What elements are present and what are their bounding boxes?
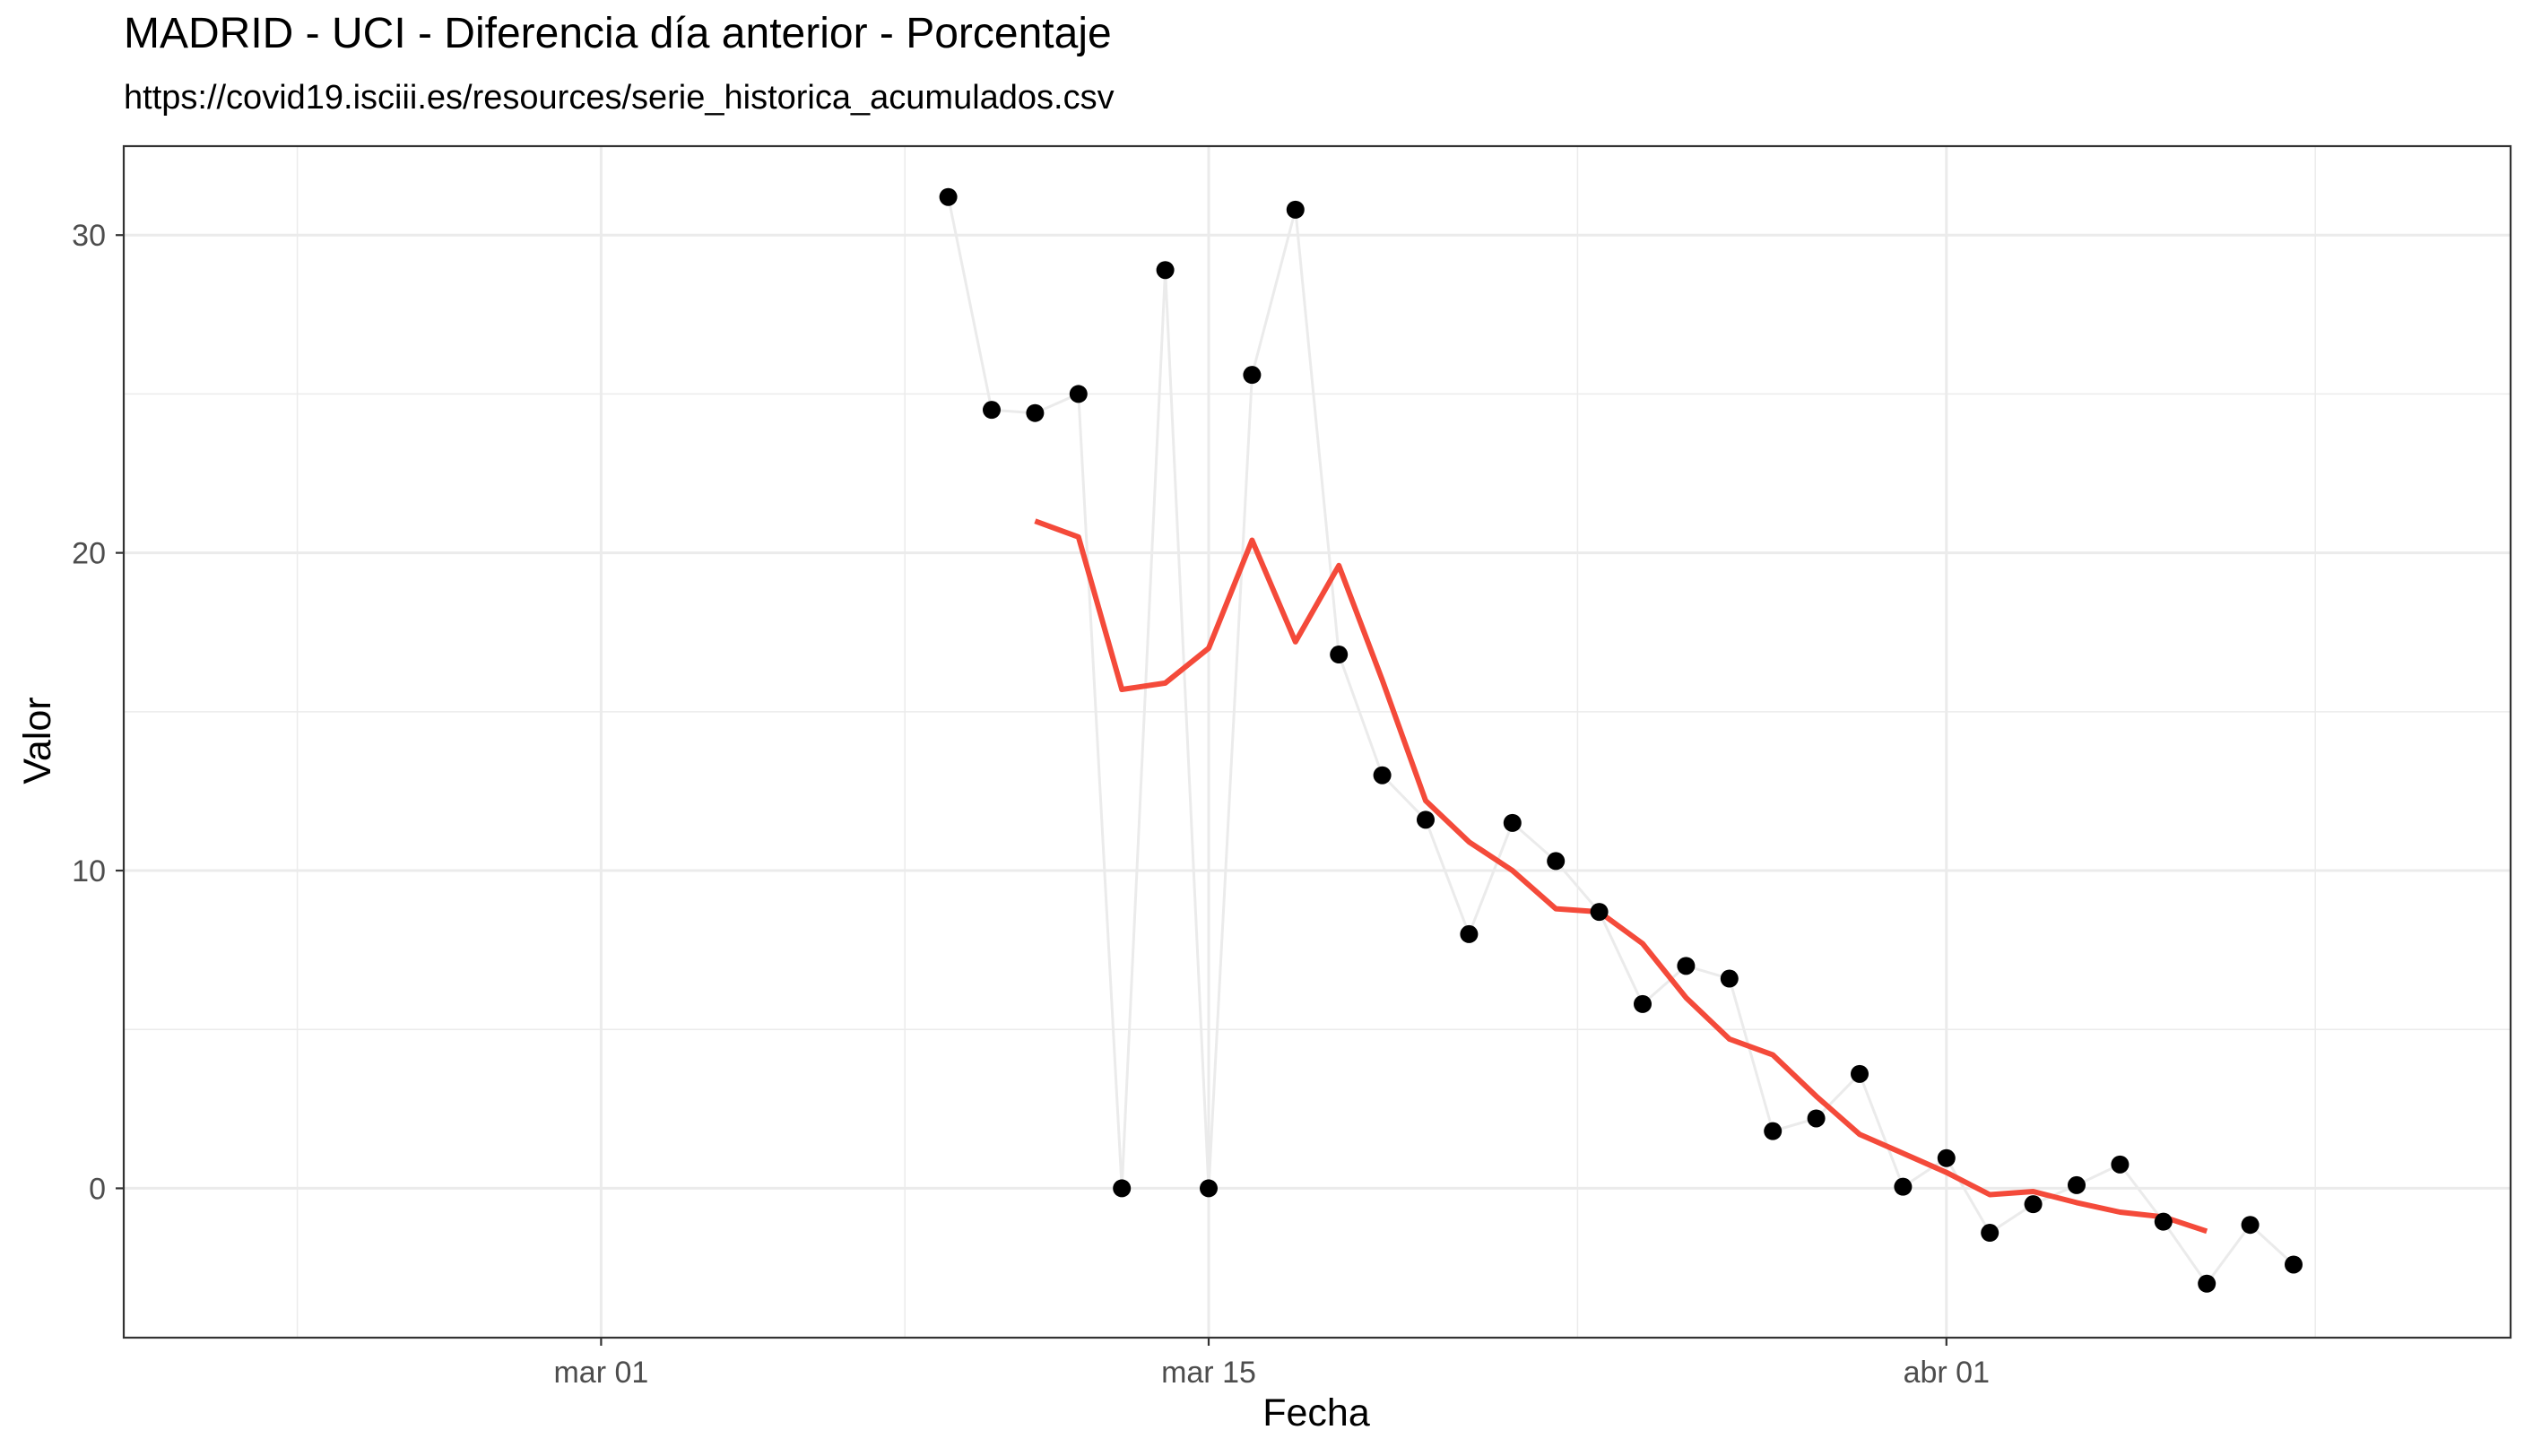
y-axis-title: Valor bbox=[16, 697, 59, 784]
data-point bbox=[1503, 813, 1522, 832]
data-point bbox=[1286, 200, 1305, 219]
data-point bbox=[1200, 1179, 1218, 1198]
data-point bbox=[1807, 1109, 1826, 1128]
data-point bbox=[1113, 1179, 1132, 1198]
axes: 0 10 20 30 mar 01 mar 15 abr 01 bbox=[72, 219, 1990, 1390]
y-tick-label: 10 bbox=[72, 854, 106, 888]
data-point bbox=[1894, 1177, 1913, 1196]
x-tick-label: abr 01 bbox=[1904, 1356, 1990, 1390]
x-tick-label: mar 01 bbox=[553, 1356, 648, 1390]
data-point bbox=[2024, 1195, 2043, 1214]
data-point bbox=[2198, 1274, 2216, 1293]
data-point bbox=[1460, 924, 1479, 943]
data-point bbox=[1243, 366, 1262, 385]
plot-panel bbox=[124, 146, 2511, 1338]
panel-border bbox=[122, 144, 2512, 1339]
data-series bbox=[939, 187, 2303, 1293]
grid-lines bbox=[124, 146, 2511, 1338]
data-point bbox=[2241, 1216, 2260, 1235]
data-point bbox=[939, 187, 958, 206]
data-point bbox=[2068, 1175, 2086, 1194]
data-point bbox=[2154, 1212, 2173, 1231]
data-point bbox=[1634, 994, 1652, 1013]
data-point bbox=[1330, 646, 1349, 664]
data-point bbox=[1373, 766, 1392, 784]
chart-title: MADRID - UCI - Diferencia día anterior -… bbox=[124, 10, 1112, 57]
x-tick-label: mar 15 bbox=[1161, 1356, 1256, 1390]
data-point bbox=[2285, 1255, 2303, 1274]
y-tick-label: 20 bbox=[72, 537, 106, 571]
data-point bbox=[1547, 852, 1566, 871]
data-point bbox=[1764, 1122, 1783, 1140]
data-point bbox=[1720, 969, 1739, 988]
data-point bbox=[983, 401, 1001, 420]
chart-subtitle: https://covid19.isciii.es/resources/seri… bbox=[124, 79, 1115, 117]
x-axis-title: Fecha bbox=[1262, 1391, 1370, 1434]
data-point bbox=[1590, 903, 1609, 922]
data-point bbox=[1417, 810, 1435, 829]
data-point bbox=[1156, 261, 1175, 280]
y-tick-label: 0 bbox=[89, 1172, 106, 1206]
data-point bbox=[1937, 1148, 1956, 1167]
data-point bbox=[1851, 1064, 1869, 1083]
y-tick-label: 30 bbox=[72, 219, 106, 253]
data-point bbox=[1069, 385, 1088, 403]
smoothed-series-line bbox=[1034, 518, 2208, 1235]
data-point bbox=[1026, 403, 1045, 422]
data-point bbox=[1981, 1224, 2000, 1243]
data-point bbox=[1677, 957, 1696, 975]
data-point bbox=[2111, 1155, 2130, 1174]
